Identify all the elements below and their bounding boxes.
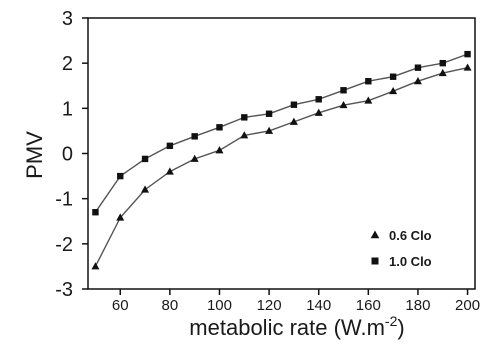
- data-point-triangle: [165, 167, 174, 175]
- legend-square-marker: [371, 257, 379, 265]
- data-point-triangle: [190, 154, 199, 162]
- x-tick-label: 60: [112, 297, 129, 314]
- x-axis-title-suffix: ): [397, 315, 404, 340]
- data-point-triangle: [289, 117, 298, 125]
- y-tick-label: -1: [55, 189, 73, 211]
- data-point-triangle: [364, 96, 373, 104]
- data-point-triangle: [215, 146, 224, 154]
- data-point-square: [464, 50, 471, 58]
- plot-border: [87, 17, 476, 290]
- data-point-square: [265, 110, 273, 117]
- data-point-square: [315, 96, 322, 103]
- y-tick-label: -3: [55, 279, 73, 301]
- y-tick-label: 0: [62, 144, 73, 166]
- y-tick-label: 2: [62, 53, 73, 75]
- x-axis-title-superscript: -2: [385, 313, 398, 329]
- y-tick-label: 3: [62, 8, 73, 30]
- data-point-square: [414, 64, 422, 71]
- y-axis-title: PMV: [22, 131, 47, 179]
- data-point-square: [340, 87, 347, 94]
- x-tick-label: 140: [306, 297, 331, 314]
- data-point-triangle: [339, 100, 348, 109]
- x-tick-label: 120: [257, 297, 282, 314]
- data-point-square: [439, 59, 446, 67]
- data-point-triangle: [240, 131, 249, 139]
- data-point-triangle: [463, 63, 472, 71]
- data-point-square: [241, 114, 248, 121]
- plot-frame: [87, 17, 476, 290]
- series-layer: [91, 50, 472, 270]
- data-point-square: [216, 124, 223, 131]
- data-point-square: [166, 142, 174, 150]
- data-point-square: [365, 78, 372, 85]
- data-point-triangle: [438, 68, 447, 77]
- y-axis-ticks: -3 -2 -1 0 1 2 3: [55, 8, 88, 301]
- y-tick-label: -2: [55, 234, 73, 256]
- series-line-1: [94, 67, 468, 267]
- data-point-square: [92, 209, 99, 216]
- data-point-square: [191, 133, 198, 140]
- data-point-triangle: [314, 108, 323, 116]
- data-point-triangle: [265, 126, 274, 134]
- x-tick-label: 100: [207, 297, 232, 314]
- x-tick-label: 200: [455, 297, 480, 314]
- x-axis-title: metabolic rate (W.m-2): [189, 313, 404, 340]
- x-axis-title-main: metabolic rate (W.m: [189, 315, 385, 340]
- data-point-triangle: [389, 86, 398, 95]
- x-tick-label: 180: [405, 297, 430, 314]
- data-point-triangle: [91, 262, 100, 270]
- legend: 0.6 Clo 1.0 Clo: [370, 228, 432, 269]
- x-axis-ticks: 60 80 100 120 140 160 180 200: [112, 289, 480, 314]
- series-line-2: [94, 53, 468, 213]
- legend-triangle-marker: [370, 230, 380, 239]
- legend-label: 1.0 Clo: [389, 254, 432, 269]
- data-point-triangle: [413, 77, 422, 85]
- data-point-square: [141, 155, 149, 163]
- data-point-triangle: [141, 185, 150, 193]
- y-tick-label: 1: [62, 98, 73, 120]
- x-tick-label: 160: [356, 297, 381, 314]
- data-point-square: [117, 172, 124, 180]
- data-point-square: [290, 101, 298, 108]
- x-tick-label: 80: [162, 297, 179, 314]
- data-point-square: [389, 73, 397, 80]
- data-point-triangle: [116, 213, 125, 221]
- legend-label: 0.6 Clo: [389, 228, 432, 243]
